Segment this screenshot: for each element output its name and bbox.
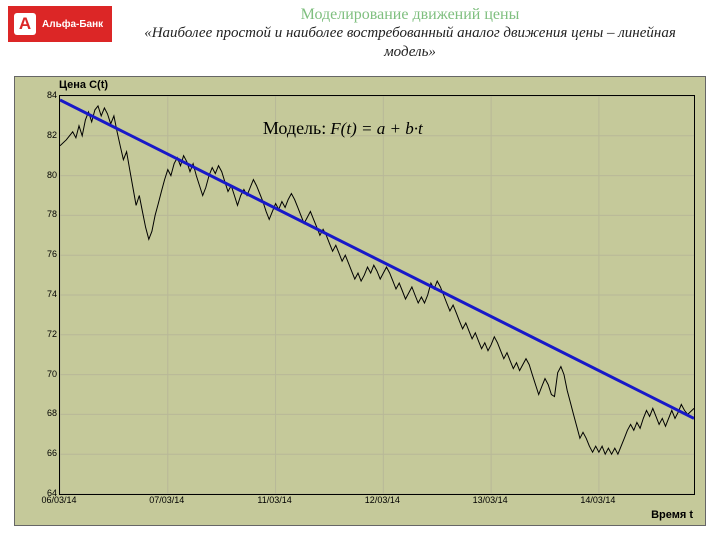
x-tick-label: 13/03/14 [473,495,508,505]
x-tick-label: 14/03/14 [580,495,615,505]
x-tick-label: 07/03/14 [149,495,184,505]
y-tick-label: 76 [39,249,57,259]
y-tick-label: 80 [39,170,57,180]
logo-text: Альфа-Банк [42,19,103,30]
y-tick-label: 72 [39,329,57,339]
x-tick-label: 12/03/14 [365,495,400,505]
model-text: Модель: [263,118,326,138]
model-formula: F(t) = a + b·t [330,119,422,138]
y-tick-label: 70 [39,369,57,379]
bank-logo: A Альфа-Банк [8,6,112,42]
y-tick-label: 68 [39,408,57,418]
y-tick-label: 74 [39,289,57,299]
x-axis-title: Время t [651,509,693,521]
y-tick-label: 84 [39,90,57,100]
header: A Альфа-Банк Моделирование движений цены… [0,0,720,70]
x-tick-label: 11/03/14 [257,495,291,505]
plot-area: Модель: F(t) = a + b·t [59,95,695,495]
y-tick-label: 78 [39,209,57,219]
chart-container: Цена C(t) Время t Модель: F(t) = a + b·t… [14,76,706,526]
slide-title: Моделирование движений цены [120,6,700,24]
slide-subtitle: «Наиболее простой и наиболее востребован… [120,24,700,62]
y-tick-label: 66 [39,448,57,458]
chart-svg [60,96,694,494]
model-label: Модель: F(t) = a + b·t [263,118,423,139]
y-tick-label: 82 [39,130,57,140]
logo-letter-icon: A [14,13,36,35]
y-axis-title: Цена C(t) [59,79,108,91]
x-tick-label: 06/03/14 [41,495,76,505]
